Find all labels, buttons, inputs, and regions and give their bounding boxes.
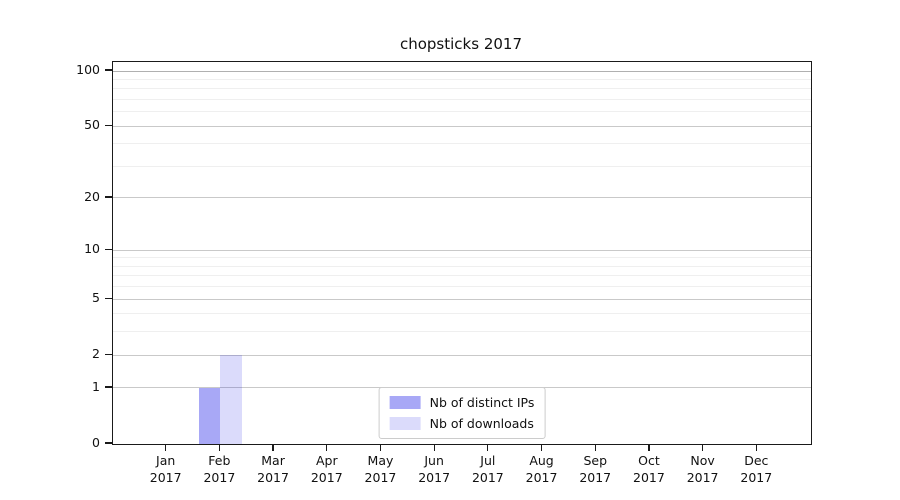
x-tick-month: Feb [208,453,231,468]
legend-swatch-downloads [389,417,421,430]
gridline-minor-9 [113,257,811,259]
gridline-minor-60 [113,111,811,113]
x-tick-month: Jan [156,453,176,468]
legend-label-distinct-ips: Nb of distinct IPs [429,395,535,410]
y-tick-label-50: 50 [84,117,100,133]
gridline-minor-4 [113,313,811,315]
gridline-major-20 [113,197,811,199]
x-tick-label-mar: Mar 2017 [231,453,315,486]
x-tick-year: 2017 [579,469,612,485]
gridline-major-50 [113,125,811,127]
legend-label-downloads: Nb of downloads [429,416,534,431]
gridline-major-10 [113,249,811,251]
y-tick-5 [105,297,112,299]
x-tick-year: 2017 [740,469,773,485]
chart-title: chopsticks 2017 [399,35,522,53]
y-tick-label-100: 100 [76,62,100,78]
gridline-major-5 [113,298,811,300]
x-tick-label-nov: Nov 2017 [661,453,745,486]
x-tick-month: Apr [315,453,338,468]
gridline-major-2 [113,354,811,356]
gridline-minor-3 [113,331,811,333]
y-tick-label-10: 10 [84,241,100,257]
x-tick-label-may: May 2017 [338,453,422,486]
x-tick-label-oct: Oct 2017 [607,453,691,486]
gridline-major-100 [113,70,811,72]
x-tick-year: 2017 [633,469,665,485]
y-tick-2 [105,353,112,355]
gridline-minor-6 [113,286,811,288]
legend-entry-downloads: Nb of downloads [389,416,535,431]
y-tick-50 [105,124,112,126]
y-tick-10 [105,248,112,250]
x-tick-month: Mar [261,453,285,468]
x-tick-apr [326,444,328,452]
x-tick-label-jan: Jan 2017 [124,453,208,486]
gridline-minor-30 [113,166,811,167]
x-tick-oct [648,444,650,452]
x-tick-year: 2017 [686,469,719,485]
x-tick-label-feb: Feb 2017 [177,453,261,486]
gridline-minor-40 [113,143,811,145]
x-tick-label-apr: Apr 2017 [285,453,369,486]
x-tick-year: 2017 [364,469,397,485]
legend-entry-distinct-ips: Nb of distinct IPs [389,395,535,410]
x-tick-month: Sep [583,453,607,468]
x-tick-dec [755,444,757,452]
x-tick-month: Jul [480,453,496,468]
x-tick-mar [272,444,274,452]
x-tick-jul [487,444,489,452]
x-tick-jun [433,444,435,452]
gridline-minor-90 [113,78,811,80]
gridline-minor-7 [113,275,811,277]
x-tick-month: Jun [424,453,444,468]
y-tick-20 [105,196,112,198]
x-tick-year: 2017 [149,469,182,485]
x-tick-sep [594,444,596,452]
legend: Nb of distinct IPs Nb of downloads [378,387,546,439]
x-tick-nov [701,444,704,452]
bar-nb-of-downloads-feb [220,355,242,444]
y-tick-100 [105,69,112,71]
plot-area: Nb of distinct IPs Nb of downloads [112,61,812,445]
x-tick-aug [540,444,543,452]
gridline-minor-80 [113,88,811,90]
y-tick-1 [105,386,112,388]
x-tick-jan [165,444,167,452]
x-tick-year: 2017 [418,469,451,485]
x-tick-year: 2017 [525,469,558,485]
x-tick-month: Oct [638,453,660,468]
x-tick-month: May [367,453,394,468]
y-tick-label-1: 1 [92,378,100,394]
y-tick-label-0: 0 [92,435,100,450]
y-tick-label-5: 5 [92,290,100,306]
x-tick-may [379,444,382,452]
x-tick-label-sep: Sep 2017 [553,453,637,486]
gridline-minor-70 [113,99,811,101]
x-tick-month: Dec [744,453,769,468]
x-tick-year: 2017 [471,469,504,485]
x-tick-label-aug: Aug 2017 [500,453,584,486]
x-tick-label-jun: Jun 2017 [392,453,476,486]
x-tick-month: Nov [690,453,715,468]
x-tick-year: 2017 [203,469,236,485]
y-tick-label-2: 2 [92,346,100,362]
x-tick-feb [218,444,221,452]
x-tick-year: 2017 [310,469,343,485]
x-tick-label-jul: Jul 2017 [446,453,530,486]
x-tick-year: 2017 [257,469,289,485]
legend-swatch-distinct-ips [389,396,421,409]
gridline-minor-8 [113,265,811,267]
bar-nb-of-distinct-ips-feb [198,387,221,444]
y-tick-label-20: 20 [84,188,100,204]
y-tick-0 [105,442,112,444]
x-tick-label-dec: Dec 2017 [714,453,798,486]
x-tick-month: Aug [529,453,554,468]
